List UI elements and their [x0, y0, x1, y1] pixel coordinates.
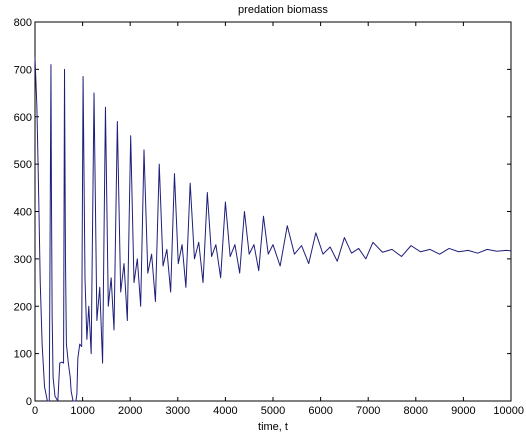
- x-tick-label: 5000: [261, 405, 285, 417]
- chart-title: predation biomass: [238, 4, 328, 16]
- x-tick-label: 2000: [118, 405, 142, 417]
- y-tick-label: 700: [14, 64, 32, 76]
- y-tick-label: 500: [14, 159, 32, 171]
- x-tick-label: 4000: [213, 405, 237, 417]
- x-tick-label: 1000: [70, 405, 94, 417]
- y-tick-label: 200: [14, 301, 32, 313]
- x-tick-label: 0: [32, 405, 38, 417]
- x-tick-label: 10000: [493, 405, 524, 417]
- y-axis: 0 100 200 300 400 500 600 700 800: [14, 17, 511, 408]
- y-tick-label: 600: [14, 112, 32, 124]
- y-tick-label: 800: [14, 17, 32, 29]
- y-tick-label: 300: [14, 254, 32, 266]
- y-tick-label: 100: [14, 349, 32, 361]
- x-axis-label: time, t: [258, 421, 288, 433]
- y-tick-label: 400: [14, 207, 32, 219]
- x-axis: 0 1000 2000 3000 4000 5000 6000 7000 8000 9000 100…: [32, 22, 524, 417]
- plot-frame: [34, 21, 512, 402]
- x-tick-label: 9000: [451, 405, 475, 417]
- x-tick-label: 3000: [166, 405, 190, 417]
- series-layer: [34, 57, 512, 402]
- plot-area: [34, 21, 512, 402]
- x-tick-label: 8000: [404, 405, 428, 417]
- series-line: [34, 57, 512, 402]
- x-tick-label: 7000: [356, 405, 380, 417]
- x-tick-label: 6000: [308, 405, 332, 417]
- y-tick-label: 0: [26, 396, 32, 408]
